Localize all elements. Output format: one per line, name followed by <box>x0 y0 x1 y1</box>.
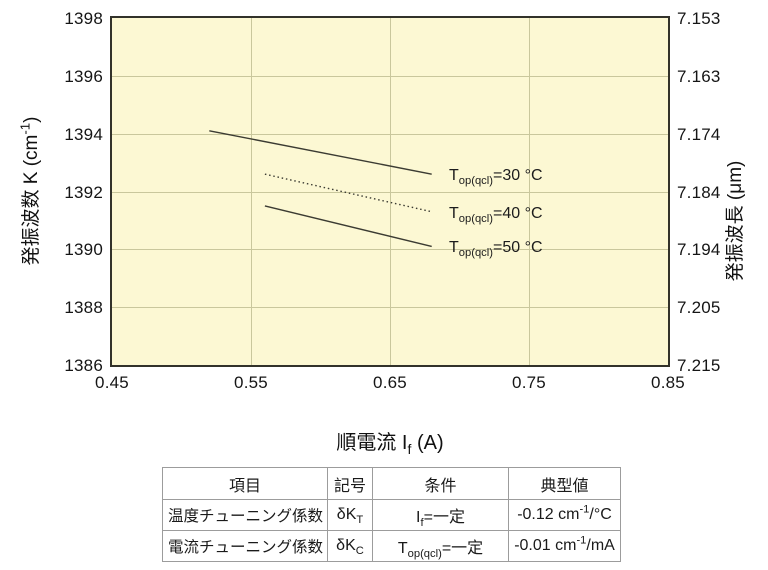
spec-table-cell-r1c0: 電流チューニング係数 <box>161 530 329 562</box>
y-right-tick-label: 7.174 <box>677 124 721 144</box>
x-tick-label: 0.85 <box>651 373 685 392</box>
gridline-v <box>251 18 252 365</box>
y-left-tick-label: 1386 <box>64 356 103 375</box>
y-axis-left-title: 発振波数 K (cm-1) <box>17 116 42 266</box>
y-right-tick-label: 7.215 <box>677 356 721 375</box>
data-lines <box>209 130 432 248</box>
x-tick-label: 0.65 <box>373 373 407 392</box>
spec-table-header-2: 条件 <box>372 467 510 500</box>
y-right-tick-label: 7.205 <box>677 298 721 318</box>
gridline-v <box>390 18 391 365</box>
spec-table-cell-r1c2: Top(qcl)=一定 <box>372 530 510 562</box>
spec-table-header-1: 記号 <box>327 467 374 500</box>
series-line-2 <box>264 205 432 248</box>
spec-table-cell-r0c1: δKT <box>327 499 374 531</box>
spec-table-cell-r1c1: δKC <box>327 530 374 562</box>
series-label-2: Top(qcl)=50 °C <box>449 239 543 260</box>
series-label-0: Top(qcl)=30 °C <box>449 167 543 188</box>
x-axis-title: 順電流 If (A) <box>336 432 444 457</box>
y-axis-right-title: 発振波長 (μm) <box>725 160 746 282</box>
spec-table-header-0: 項目 <box>161 467 329 500</box>
y-right-tick-label: 7.184 <box>677 182 721 202</box>
y-right-tick-label: 7.163 <box>677 66 721 86</box>
y-right-tick-label: 7.194 <box>677 240 721 260</box>
spec-table-cell-r1c3: -0.01 cm-1/mA <box>508 530 622 562</box>
x-tick-label: 0.75 <box>512 373 546 392</box>
series-line-1 <box>264 173 432 213</box>
y-left-tick-label: 1392 <box>64 182 103 202</box>
y-left-tick-label: 1398 <box>64 9 103 28</box>
series-line-0 <box>209 130 432 175</box>
y-left-tick-label: 1390 <box>64 240 103 260</box>
gridline-v <box>529 18 530 365</box>
spec-table-cell-r0c3: -0.12 cm-1/°C <box>508 499 622 531</box>
spec-table-header-3: 典型値 <box>508 467 622 500</box>
spec-table-row: 温度チューニング係数 δKT If=一定 -0.12 cm-1/°C <box>161 499 622 531</box>
spec-table: 項目 記号 条件 典型値 温度チューニング係数 δKT If=一定 -0.12 cm-1/°C… <box>161 467 622 562</box>
y-left-tick-label: 1396 <box>64 66 103 86</box>
spec-table-cell-r0c0: 温度チューニング係数 <box>161 499 329 531</box>
series-label-1: Top(qcl)=40 °C <box>449 204 543 225</box>
y-right-tick-label: 7.153 <box>677 9 721 28</box>
spec-table-cell-r0c2: If=一定 <box>372 499 510 531</box>
x-tick-label: 0.45 <box>95 373 129 392</box>
y-left-tick-label: 1388 <box>64 298 103 318</box>
plot-area <box>110 16 670 367</box>
y-left-tick-label: 1394 <box>64 124 103 144</box>
x-tick-label: 0.55 <box>234 373 268 392</box>
spec-table-row: 電流チューニング係数 δKC Top(qcl)=一定 -0.01 cm-1/mA <box>161 530 622 562</box>
